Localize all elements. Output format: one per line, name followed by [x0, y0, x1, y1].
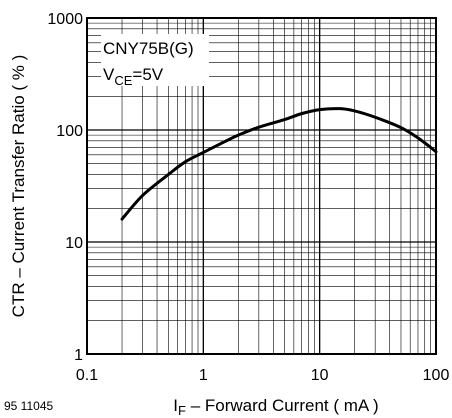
- figure-id: 95 11045: [4, 399, 53, 413]
- x-tick-label: 10: [311, 367, 329, 384]
- annotation-box: [101, 34, 209, 86]
- plot-frame: [86, 17, 437, 355]
- device-label: CNY75B(G): [103, 39, 194, 58]
- condition-value: =5V: [132, 65, 163, 84]
- condition-label: VCE=5V: [103, 65, 164, 88]
- condition-subscript: CE: [114, 73, 132, 88]
- y-tick-label: 100: [56, 123, 83, 140]
- x-tick-label: 100: [423, 367, 450, 384]
- y-tick-label: 1: [74, 347, 83, 364]
- y-tick-label: 1000: [47, 11, 83, 28]
- ctr-curve: [120, 107, 438, 221]
- y-axis-title: CTR – Current Transfer Ratio ( % ): [9, 55, 28, 318]
- x-axis-subscript: F: [178, 403, 186, 418]
- x-tick-label: 0.1: [76, 367, 98, 384]
- x-tick-label: 1: [199, 367, 208, 384]
- tick-labels: 0.1 1 10 100 1 10 100 1000: [47, 11, 449, 384]
- x-axis-title: IF – Forward Current ( mA ): [173, 396, 378, 418]
- series: [120, 107, 438, 221]
- condition-symbol: V: [103, 65, 115, 84]
- x-axis-description: – Forward Current ( mA ): [186, 396, 379, 415]
- y-tick-label: 10: [65, 235, 83, 252]
- x-axis-symbol: I: [173, 396, 178, 415]
